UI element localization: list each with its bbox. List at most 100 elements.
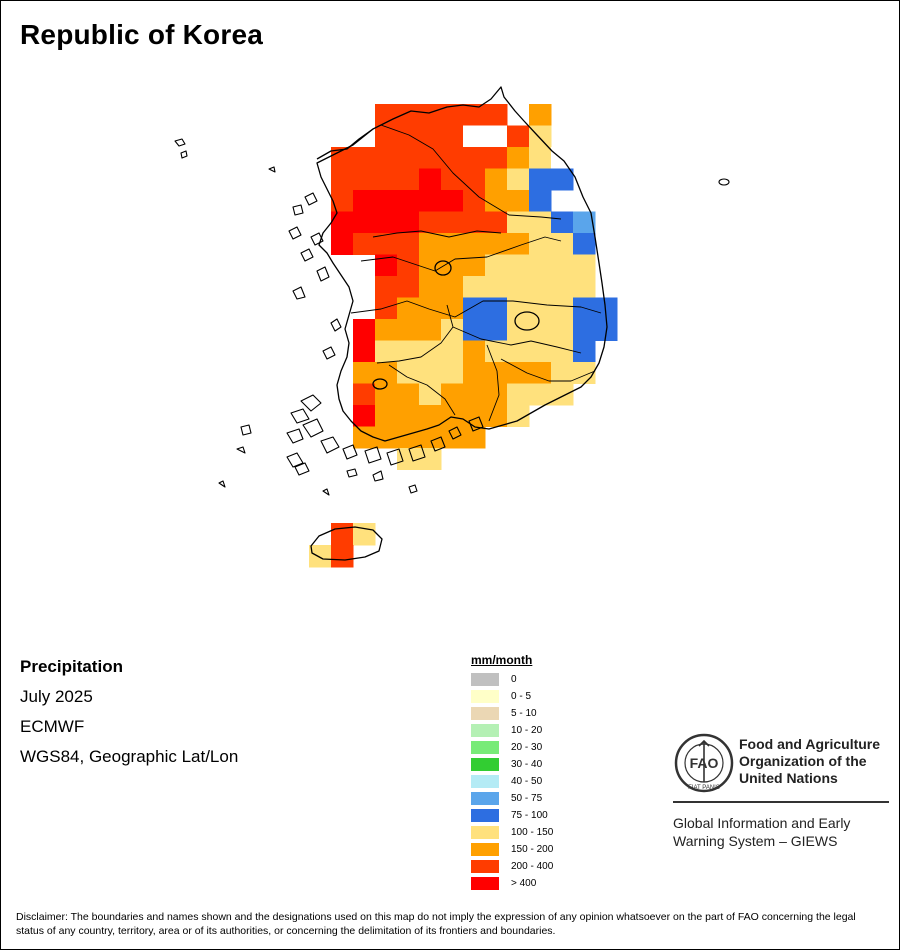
precip-cell (331, 168, 354, 191)
precip-cell (441, 147, 464, 169)
precip-cell (375, 104, 398, 126)
precip-cell (441, 125, 464, 148)
precip-cell (507, 254, 530, 277)
legend-label: 200 - 400 (511, 861, 554, 872)
precip-cell (463, 340, 486, 363)
legend-swatch (471, 809, 499, 822)
precip-cell (507, 297, 530, 320)
precip-cell (463, 254, 486, 277)
precip-cell (353, 383, 376, 406)
precip-cell (353, 168, 376, 191)
precip-cell (419, 276, 442, 298)
legend-label: 0 - 5 (511, 691, 532, 702)
precip-cell (573, 362, 596, 384)
precip-cell (507, 362, 530, 384)
precip-cell (463, 233, 486, 255)
precip-cell (375, 405, 398, 427)
precip-cell (595, 297, 618, 320)
precip-cell (463, 319, 486, 341)
north-korea-border (316, 128, 374, 160)
precip-cell (573, 319, 596, 341)
legend-item: 150 - 200 (471, 841, 553, 858)
city-boundary (372, 378, 388, 390)
precip-cell (529, 104, 552, 126)
precip-cell (463, 383, 486, 406)
period-label: July 2025 (20, 687, 93, 706)
precip-cell (463, 276, 486, 298)
map-info: Precipitation July 2025 ECMWF WGS84, Geo… (20, 655, 238, 775)
precip-cell (485, 254, 508, 277)
precip-cell (397, 319, 420, 341)
precip-cell (551, 233, 574, 255)
precip-cell (375, 319, 398, 341)
precip-cell (529, 383, 552, 406)
precip-cell (485, 168, 508, 191)
legend-label: 10 - 20 (511, 725, 543, 736)
legend-label: > 400 (511, 878, 537, 889)
precip-cell (573, 254, 596, 277)
precip-cell (485, 233, 508, 255)
precip-cell (441, 233, 464, 255)
legend-item: 50 - 75 (471, 790, 553, 807)
legend-label: 150 - 200 (511, 844, 554, 855)
precip-cell (485, 319, 508, 341)
fao-logo-text: FAO (690, 755, 719, 771)
precip-cell (353, 190, 376, 212)
jeju-coastline (310, 526, 383, 561)
precip-cell (551, 168, 574, 191)
legend-item: 100 - 150 (471, 824, 553, 841)
precip-cell (353, 523, 376, 546)
precip-cell (331, 523, 354, 546)
precip-cell (397, 125, 420, 148)
giews-system-name: Global Information and Early Warning Sys… (673, 815, 851, 849)
precip-cell (331, 545, 354, 568)
legend-item: 5 - 10 (471, 705, 553, 722)
city-boundary (514, 311, 540, 331)
precip-cell (485, 340, 508, 363)
precip-cell (551, 147, 574, 169)
precip-cell (551, 340, 574, 363)
precip-cell (507, 233, 530, 255)
source-label: ECMWF (20, 717, 85, 736)
precip-cell (375, 147, 398, 169)
precip-cell (397, 297, 420, 320)
precip-cell (573, 297, 596, 320)
precip-cell (551, 319, 574, 341)
legend-swatch (471, 741, 499, 754)
precip-cell (529, 319, 552, 341)
precip-cell (463, 104, 486, 126)
divider (673, 801, 889, 803)
precip-cell (485, 383, 508, 406)
precip-cell (529, 276, 552, 298)
precip-cell (529, 254, 552, 277)
precip-cell (551, 254, 574, 277)
legend-swatch (471, 877, 499, 890)
precip-cell (441, 405, 464, 427)
precip-cell (507, 340, 530, 363)
precip-cell (485, 104, 508, 126)
precip-cell (507, 319, 530, 341)
precip-cell (573, 233, 596, 255)
precip-cell (463, 211, 486, 234)
legend-item: 40 - 50 (471, 773, 553, 790)
precip-cell (419, 426, 442, 449)
precip-cell (529, 233, 552, 255)
mainland-coastline (316, 86, 608, 442)
precip-cell (309, 545, 332, 568)
precip-cell (375, 297, 398, 320)
precip-cell (507, 168, 530, 191)
precip-cell (441, 276, 464, 298)
precip-cell (507, 147, 530, 169)
legend-swatch (471, 843, 499, 856)
precip-cell (397, 448, 420, 470)
precip-cell (375, 190, 398, 212)
precip-cell (419, 104, 442, 126)
disclaimer: Disclaimer: The boundaries and names sho… (16, 911, 856, 937)
legend-swatch (471, 775, 499, 788)
precip-cell (375, 168, 398, 191)
coastline-outline (174, 86, 730, 561)
precip-cell (375, 254, 398, 277)
precip-cell (419, 340, 442, 363)
precip-cell (529, 362, 552, 384)
map-title: Republic of Korea (20, 19, 263, 50)
